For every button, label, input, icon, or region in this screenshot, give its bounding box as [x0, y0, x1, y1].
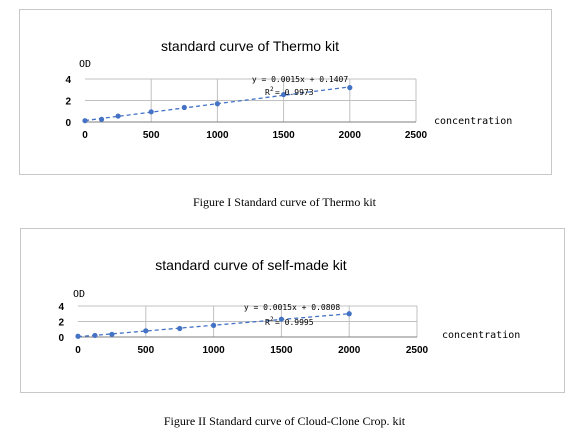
y-tick-label: 0 [65, 118, 71, 129]
data-point [143, 328, 149, 334]
data-point [181, 104, 187, 111]
r-squared-value: = 0.9973 [275, 88, 314, 97]
y-axis-label: OD [79, 59, 91, 70]
r-squared-prefix: R [265, 88, 270, 97]
trendline-equation: y = 0.0015x + 0.0808 [244, 303, 341, 312]
data-point [347, 85, 353, 91]
x-tick-label: 1000 [202, 345, 225, 356]
chart-self-made: standard curve of self-made kit 0 2 4 0 500 10… [58, 257, 520, 356]
x-tick-label: 0 [75, 345, 81, 356]
figure-caption-2: Figure II Standard curve of Cloud-Clone … [163, 414, 406, 428]
data-point [177, 325, 183, 332]
data-point [281, 91, 287, 98]
chart-title: standard curve of Thermo kit [161, 38, 339, 54]
r-squared-exponent: 2 [270, 86, 274, 93]
data-point [211, 322, 217, 328]
data-point [278, 316, 284, 322]
y-tick-label: 0 [58, 333, 64, 344]
data-point [346, 311, 352, 317]
figure-caption-1: Figure I Standard curve of Thermo kit [192, 195, 377, 209]
data-point [115, 113, 121, 119]
data-point [82, 118, 88, 124]
data-point [214, 101, 220, 107]
x-tick-label: 2000 [338, 345, 361, 356]
x-tick-label: 1500 [270, 345, 293, 356]
r-squared-value: = 0.9995 [275, 318, 314, 327]
y-tick-label: 4 [65, 75, 71, 86]
y-tick-label: 2 [65, 97, 71, 108]
x-axis-label: concentration [442, 330, 520, 341]
chart-panel-thermo: standard curve of Thermo kit 0 2 4 0 500 1000 1… [19, 9, 552, 175]
x-tick-label: 500 [143, 130, 160, 141]
x-tick-label: 2500 [406, 345, 429, 356]
x-tick-label: 2000 [339, 130, 362, 141]
chart-panel-self-made: standard curve of self-made kit 0 2 4 0 500 10… [20, 228, 565, 393]
data-point [109, 331, 115, 337]
x-tick-label: 1500 [272, 130, 295, 141]
data-point [98, 116, 105, 122]
x-tick-label: 0 [82, 130, 88, 141]
x-tick-label: 1000 [206, 130, 229, 141]
y-tick-label: 4 [58, 302, 64, 313]
chart-thermo: standard curve of Thermo kit 0 2 4 0 500 1000 1… [65, 38, 512, 141]
x-tick-label: 500 [137, 345, 154, 356]
r-squared-exponent: 2 [270, 316, 274, 323]
y-tick-label: 2 [58, 318, 64, 329]
r-squared-prefix: R [265, 318, 270, 327]
data-point [92, 332, 98, 339]
x-axis-label: concentration [434, 116, 512, 127]
data-point [148, 109, 154, 115]
x-tick-label: 2500 [405, 130, 428, 141]
y-axis-label: OD [73, 289, 85, 300]
chart-title: standard curve of self-made kit [155, 257, 347, 273]
data-point [75, 333, 81, 339]
trendline-equation: y = 0.0015x + 0.1407 [252, 75, 349, 84]
